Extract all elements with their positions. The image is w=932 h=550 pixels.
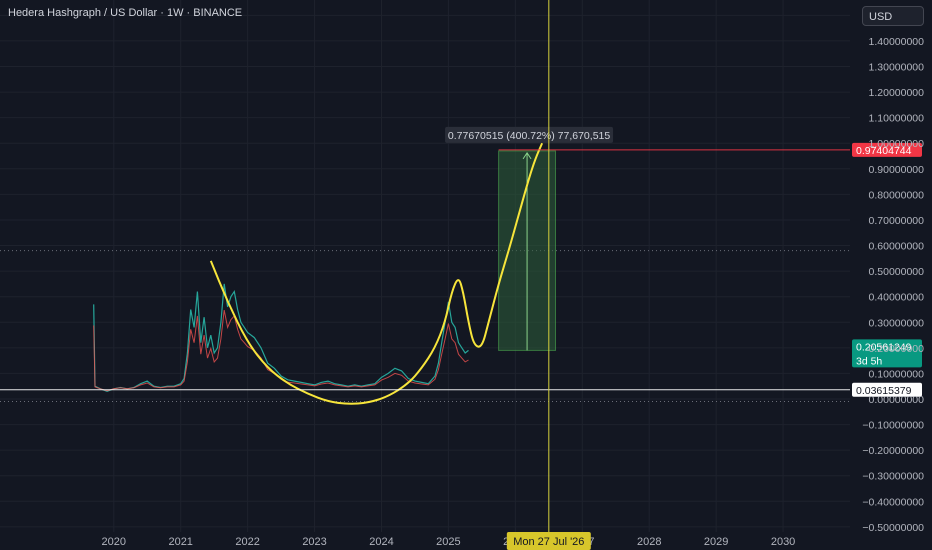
y-tick-label: −0.40000000	[862, 496, 924, 508]
price-line	[93, 283, 469, 392]
level-label-bg	[852, 339, 922, 368]
x-tick-label: 2029	[704, 536, 728, 548]
y-tick-label: −0.10000000	[862, 420, 924, 432]
crosshair-date-bg	[506, 532, 591, 550]
y-tick-label: −0.30000000	[862, 471, 924, 483]
level-label[interactable]: 0.03615379	[856, 385, 912, 397]
chart-title: Hedera Hashgraph / US Dollar · 1W · BINA…	[8, 7, 243, 19]
level-sublabel: 3d 5h	[856, 355, 882, 367]
x-tick-label: 2022	[235, 536, 259, 548]
y-tick-label: 0.60000000	[869, 241, 925, 253]
measure-label-bg	[445, 126, 614, 143]
y-tick-label: 0.40000000	[869, 292, 925, 304]
time-axis[interactable]: 2020202120222023202420252026202720282029…	[102, 532, 796, 550]
projection-curve[interactable]	[209, 142, 544, 405]
grid-lines	[0, 0, 850, 532]
x-tick-label: 2025	[436, 536, 460, 548]
crosshair-date-label: Mon 27 Jul '26	[513, 536, 584, 548]
y-tick-label: −0.20000000	[862, 445, 924, 457]
x-tick-label: 2030	[771, 536, 795, 548]
x-tick-label: 2023	[302, 536, 326, 548]
y-tick-label: 0.30000000	[869, 317, 925, 329]
y-tick-label: 1.10000000	[869, 113, 925, 125]
x-tick-label: 2020	[102, 536, 126, 548]
x-tick-label: 2028	[637, 536, 661, 548]
x-tick-label: 2024	[369, 536, 393, 548]
projection-curve-line[interactable]	[209, 142, 544, 405]
measure-label: 0.77670515 (400.72%) 77,670,515	[448, 130, 610, 142]
y-tick-label: 0.80000000	[869, 189, 925, 201]
level-label-bg	[852, 142, 922, 157]
y-tick-label: −0.50000000	[862, 522, 924, 534]
y-tick-label: 1.40000000	[869, 36, 925, 48]
horizontal-levels[interactable]: 0.97404744 0.20561249 3d 5h 0.03615379	[0, 142, 922, 397]
y-tick-label: 0.90000000	[869, 164, 925, 176]
x-tick-label: 2021	[168, 536, 192, 548]
y-tick-label: 1.20000000	[869, 87, 925, 99]
dotted-levels	[0, 250, 850, 403]
y-tick-label: 1.30000000	[869, 62, 925, 74]
level-label-bg	[852, 382, 922, 397]
y-tick-label: 1.00000000	[869, 138, 925, 150]
y-tick-label: 0.70000000	[869, 215, 925, 227]
level-label[interactable]: 0.97404744	[856, 145, 912, 157]
y-tick-label: 0.10000000	[869, 368, 925, 380]
measure-arrow-head	[522, 152, 532, 160]
y-tick-label: 0.00000000	[869, 394, 925, 406]
y-tick-label: 0.20000000	[869, 343, 925, 355]
price-axis[interactable]: 1.500000001.400000001.300000001.20000000…	[862, 10, 924, 534]
currency-selector[interactable]: USD	[862, 6, 924, 26]
level-label[interactable]: 0.20561249	[856, 341, 912, 353]
y-tick-label: 0.50000000	[869, 266, 925, 278]
